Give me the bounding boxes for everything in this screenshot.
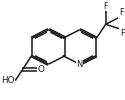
Text: HO: HO <box>1 76 15 85</box>
Text: O: O <box>38 65 44 74</box>
Text: F: F <box>103 2 108 11</box>
Text: F: F <box>119 8 123 17</box>
Text: N: N <box>76 60 83 69</box>
Text: F: F <box>120 29 124 38</box>
